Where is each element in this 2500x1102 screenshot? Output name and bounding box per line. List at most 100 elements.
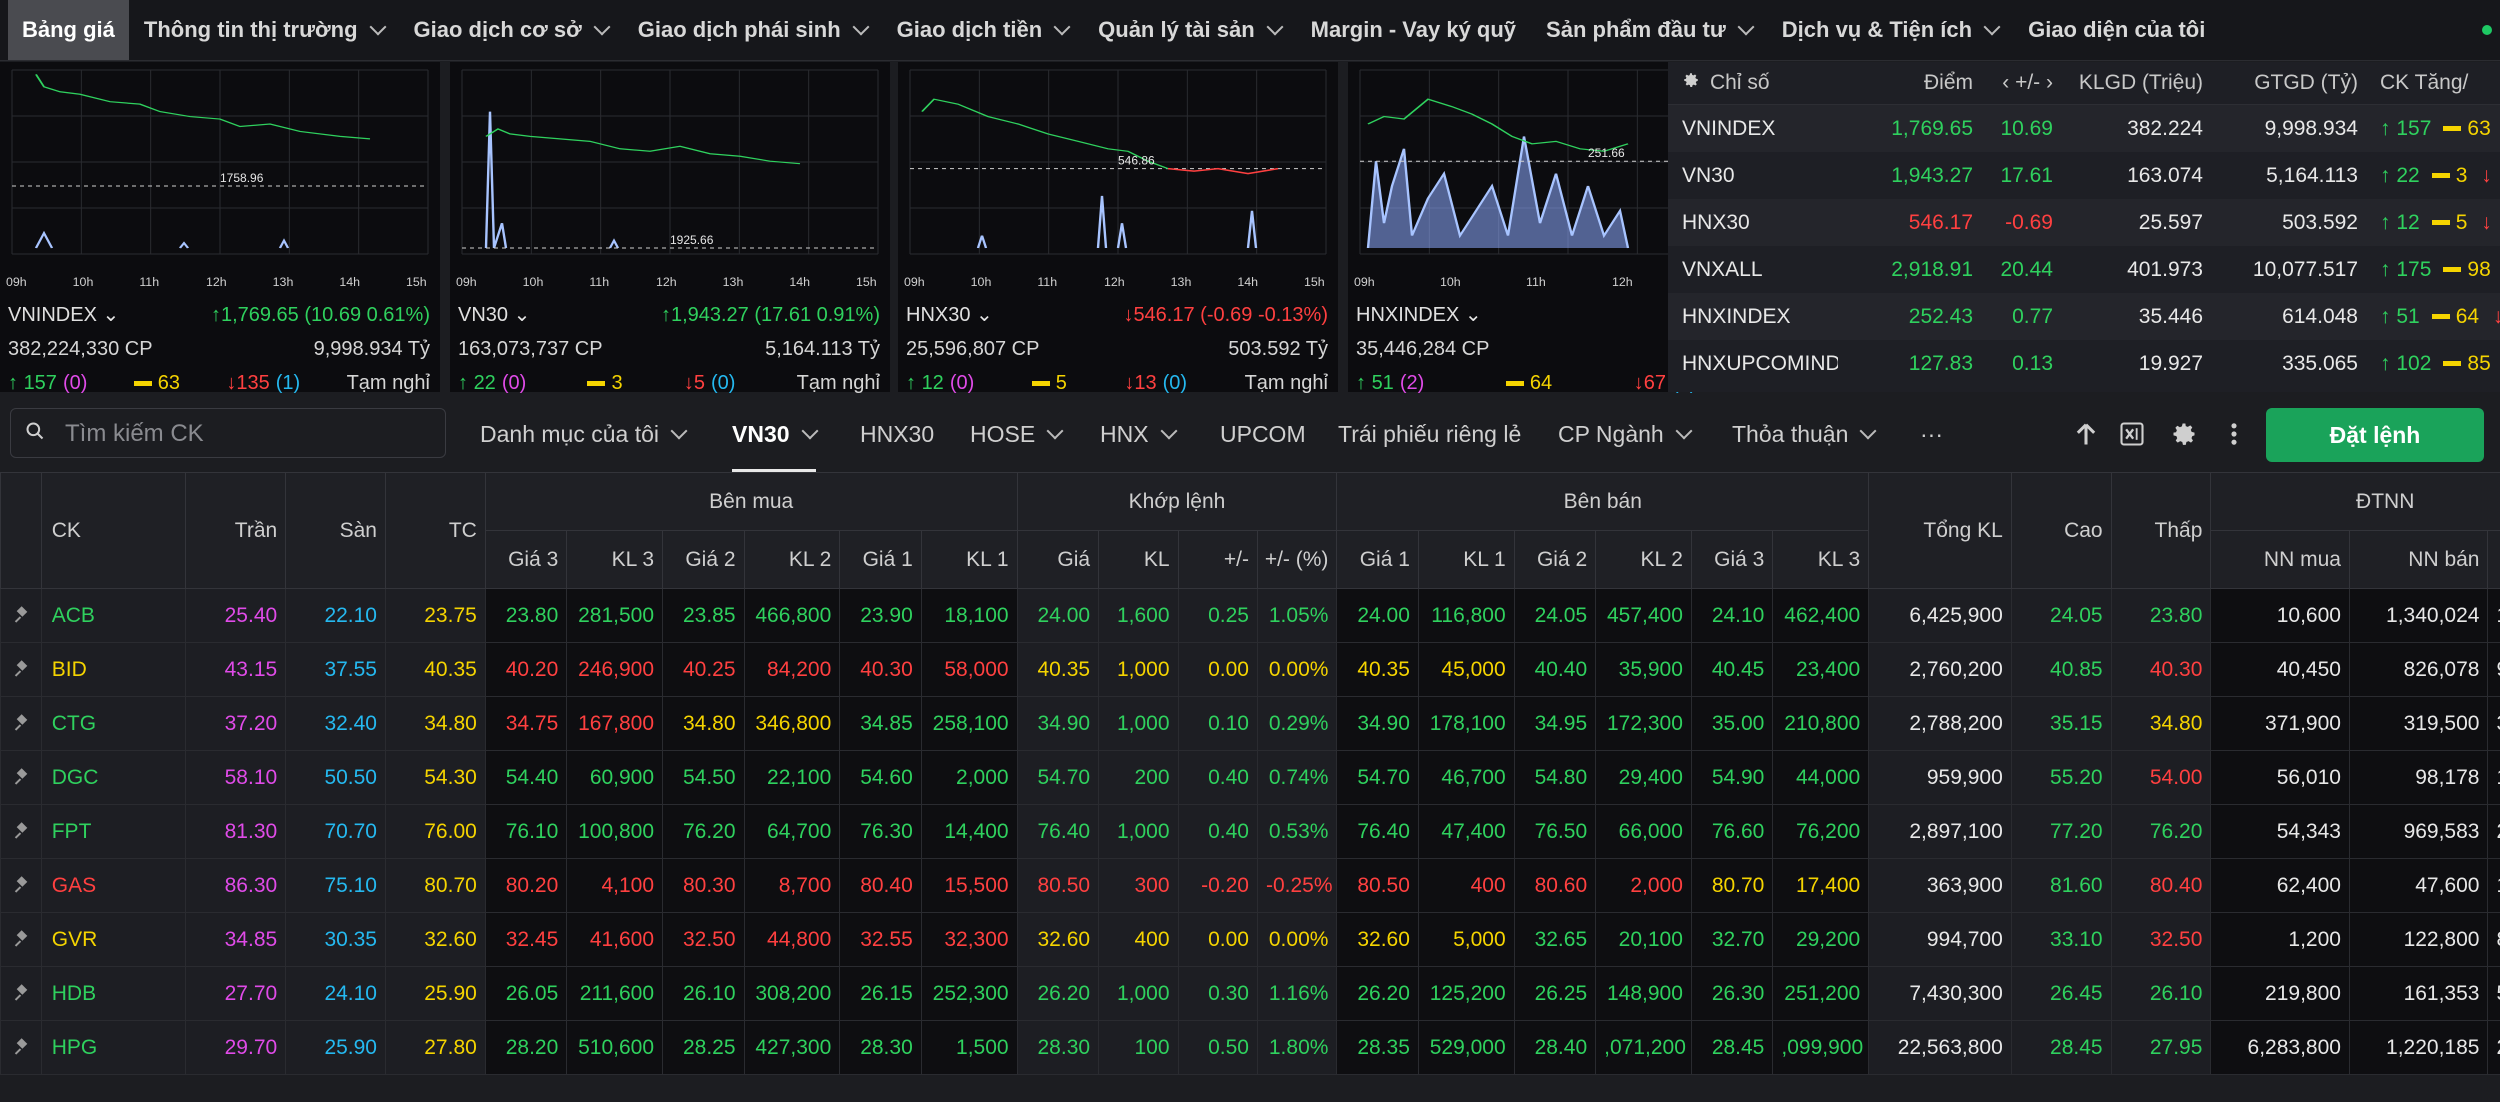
- bid-volume-cell[interactable]: 100,800: [566, 804, 664, 859]
- bid-price-cell[interactable]: 23.80: [484, 588, 568, 643]
- bid-volume-cell[interactable]: 44,800: [743, 912, 841, 967]
- excel-export-icon[interactable]: [2118, 420, 2146, 448]
- ask-price-cell[interactable]: 54.70: [1336, 750, 1419, 805]
- ask-price-cell[interactable]: 34.95: [1513, 696, 1597, 751]
- summary-row-hnxupcomindex[interactable]: HNXUPCOMINDEX 127.83 0.13 19.927 335.065 ↑ 10…: [1668, 340, 2500, 387]
- pin-cell[interactable]: [0, 588, 42, 643]
- chevron-right-icon[interactable]: ›: [2046, 71, 2053, 94]
- ask-volume-cell[interactable]: ,099,900: [1772, 1020, 1870, 1075]
- bid-price-cell[interactable]: 54.40: [484, 750, 568, 805]
- pin-icon[interactable]: [16, 716, 26, 730]
- header-ask-3[interactable]: KL 2: [1595, 530, 1692, 589]
- header-ceiling[interactable]: Trần: [185, 472, 287, 589]
- more-tabs-button[interactable]: ···: [1920, 420, 1943, 447]
- bid-volume-cell[interactable]: 8,700: [743, 858, 841, 913]
- bid-volume-cell[interactable]: 2,000: [920, 750, 1018, 805]
- ask-price-cell[interactable]: 34.90: [1336, 696, 1419, 751]
- header-ask-1[interactable]: KL 1: [1417, 530, 1515, 589]
- ask-price-cell[interactable]: 76.50: [1513, 804, 1597, 859]
- bid-volume-cell[interactable]: 84,200: [743, 642, 841, 697]
- table-row[interactable]: FPT 81.30 70.70 76.00 76.10 100,800 76.20 64,70…: [0, 804, 2500, 859]
- bid-volume-cell[interactable]: 427,300: [743, 1020, 841, 1075]
- ask-volume-cell[interactable]: 35,900: [1595, 642, 1692, 697]
- header-total-volume[interactable]: Tổng KL: [1868, 472, 2012, 589]
- symbol-cell[interactable]: DGC: [40, 750, 187, 805]
- index-name-wrap[interactable]: VN30 ⌄: [458, 297, 530, 333]
- bid-price-cell[interactable]: 40.20: [484, 642, 568, 697]
- ask-volume-cell[interactable]: 29,400: [1595, 750, 1692, 805]
- bid-volume-cell[interactable]: 167,800: [566, 696, 664, 751]
- bid-volume-cell[interactable]: 308,200: [743, 966, 841, 1021]
- bid-price-cell[interactable]: 28.25: [662, 1020, 745, 1075]
- header-low[interactable]: Thấp: [2110, 472, 2212, 589]
- header-bid-5[interactable]: KL 1: [920, 530, 1018, 589]
- pin-cell[interactable]: [0, 642, 42, 697]
- arrow-up-icon[interactable]: [2072, 420, 2100, 448]
- bid-volume-cell[interactable]: 32,300: [920, 912, 1018, 967]
- header-ask-2[interactable]: Giá 2: [1513, 530, 1597, 589]
- header-bid-4[interactable]: Giá 1: [839, 530, 922, 589]
- ask-volume-cell[interactable]: 46,700: [1417, 750, 1515, 805]
- index-name[interactable]: VN30: [458, 304, 509, 326]
- bid-price-cell[interactable]: 26.15: [839, 966, 922, 1021]
- pin-cell[interactable]: [0, 912, 42, 967]
- ask-price-cell[interactable]: 54.90: [1690, 750, 1774, 805]
- header-bid-0[interactable]: Giá 3: [484, 530, 568, 589]
- symbol-cell[interactable]: CTG: [40, 696, 187, 751]
- bid-price-cell[interactable]: 28.20: [484, 1020, 568, 1075]
- ask-volume-cell[interactable]: 5,000: [1417, 912, 1515, 967]
- ask-price-cell[interactable]: 40.45: [1690, 642, 1774, 697]
- ask-volume-cell[interactable]: 172,300: [1595, 696, 1692, 751]
- summary-col-point[interactable]: Điểm: [1923, 71, 1973, 94]
- ask-price-cell[interactable]: 80.60: [1513, 858, 1597, 913]
- ask-volume-cell[interactable]: 116,800: [1417, 588, 1515, 643]
- index-name[interactable]: HNX30: [906, 304, 971, 326]
- nav-item-6[interactable]: Margin - Vay ký quỹ: [1296, 0, 1531, 60]
- bid-price-cell[interactable]: 76.30: [839, 804, 922, 859]
- header-ask-4[interactable]: Giá 3: [1690, 530, 1774, 589]
- bid-price-cell[interactable]: 40.25: [662, 642, 745, 697]
- ask-volume-cell[interactable]: 44,000: [1772, 750, 1870, 805]
- pin-cell[interactable]: [0, 696, 42, 751]
- bid-price-cell[interactable]: 80.30: [662, 858, 745, 913]
- header-match-0[interactable]: Giá: [1016, 530, 1100, 589]
- bid-volume-cell[interactable]: 466,800: [743, 588, 841, 643]
- index-card-hnx30[interactable]: 546.86 09h 10h 11h 12h 13h 14h 15h HNX30 ⌄ ↓546.1…: [898, 62, 1346, 394]
- bid-price-cell[interactable]: 28.30: [839, 1020, 922, 1075]
- pin-cell[interactable]: [0, 858, 42, 913]
- ask-price-cell[interactable]: 28.45: [1690, 1020, 1774, 1075]
- ask-price-cell[interactable]: 80.50: [1336, 858, 1419, 913]
- tab-hnx[interactable]: HNX: [1100, 398, 1178, 470]
- table-row[interactable]: DGC 58.10 50.50 54.30 54.40 60,900 54.50 22,100…: [0, 750, 2500, 805]
- ask-volume-cell[interactable]: 76,200: [1772, 804, 1870, 859]
- bid-volume-cell[interactable]: 14,400: [920, 804, 1018, 859]
- search-input[interactable]: [63, 417, 437, 451]
- nav-item-4[interactable]: Giao dịch tiền: [882, 0, 1083, 60]
- bid-volume-cell[interactable]: 252,300: [920, 966, 1018, 1021]
- ask-price-cell[interactable]: 32.65: [1513, 912, 1597, 967]
- bid-price-cell[interactable]: 32.55: [839, 912, 922, 967]
- tab-thỏa-thuận[interactable]: Thỏa thuận: [1732, 398, 1877, 470]
- gear-icon[interactable]: [1682, 71, 1700, 95]
- ask-volume-cell[interactable]: 210,800: [1772, 696, 1870, 751]
- bid-volume-cell[interactable]: 246,900: [566, 642, 664, 697]
- bid-volume-cell[interactable]: 346,800: [743, 696, 841, 751]
- summary-row-vn30[interactable]: VN30 1,943.27 17.61 163.074 5,164.113 ↑ 22 3 ↓: [1668, 152, 2500, 199]
- summary-col-volume[interactable]: KLGD (Triệu): [2078, 71, 2203, 94]
- index-name-wrap[interactable]: HNXINDEX ⌄: [1356, 297, 1482, 333]
- summary-row-hnx30[interactable]: HNX30 546.17 -0.69 25.597 503.592 ↑ 12 5 ↓: [1668, 199, 2500, 246]
- pin-cell[interactable]: [0, 966, 42, 1021]
- header-match-3[interactable]: +/- (%): [1256, 530, 1338, 589]
- ask-price-cell[interactable]: 26.30: [1690, 966, 1774, 1021]
- bid-volume-cell[interactable]: 64,700: [743, 804, 841, 859]
- pin-cell[interactable]: [0, 750, 42, 805]
- index-name[interactable]: HNXINDEX: [1356, 304, 1460, 326]
- ask-volume-cell[interactable]: 66,000: [1595, 804, 1692, 859]
- index-name-wrap[interactable]: VNINDEX ⌄: [8, 297, 119, 333]
- nav-item-5[interactable]: Quản lý tài sản: [1083, 0, 1296, 60]
- header-match-2[interactable]: +/-: [1177, 530, 1258, 589]
- summary-row-vnxall[interactable]: VNXALL 2,918.91 20.44 401.973 10,077.517 ↑ 17…: [1668, 246, 2500, 293]
- table-row[interactable]: GAS 86.30 75.10 80.70 80.20 4,100 80.30 8,700 80…: [0, 858, 2500, 913]
- ask-price-cell[interactable]: 32.60: [1336, 912, 1419, 967]
- bid-volume-cell[interactable]: 510,600: [566, 1020, 664, 1075]
